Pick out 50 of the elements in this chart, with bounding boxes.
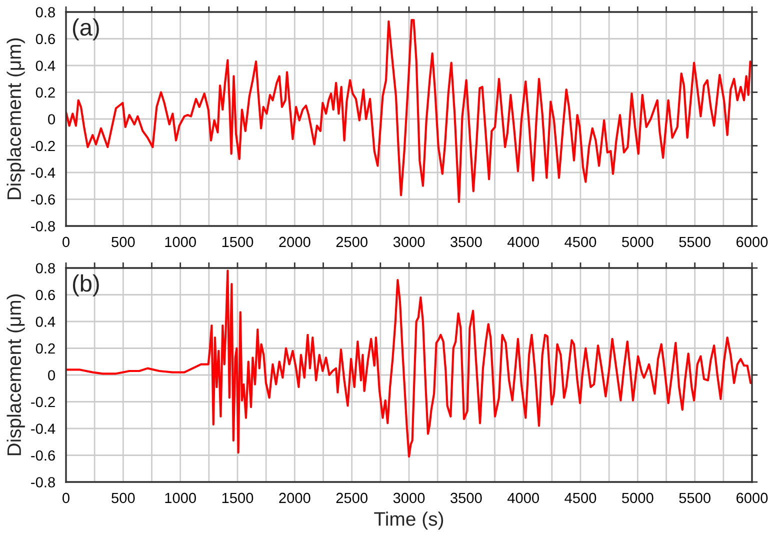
x-tick-label: 1500: [222, 236, 254, 248]
y-axis-title: Displacement (μm): [6, 38, 25, 200]
annotation: (b): [72, 274, 99, 296]
x-tick-label: 4000: [507, 236, 539, 248]
x-tick-label: 1000: [165, 236, 196, 248]
x-tick-label: 5000: [622, 492, 654, 504]
x-tick-label: 500: [112, 492, 135, 504]
x-tick-label: 2500: [336, 236, 368, 248]
y-tick-label: 0: [48, 370, 56, 380]
y-tick-label: -0.6: [31, 194, 55, 205]
x-tick-label: 5500: [679, 236, 710, 248]
y-tick-label: 0.6: [36, 290, 55, 300]
y-tick-label: -0.4: [31, 424, 56, 434]
y-tick-label: -0.2: [31, 140, 55, 152]
x-tick-label: 6000: [736, 492, 768, 504]
y-tick-label: -0.8: [31, 221, 55, 232]
x-tick-label: 4500: [564, 236, 596, 248]
x-tick-label: 5500: [679, 492, 710, 504]
x-tick-label: 1500: [222, 492, 254, 504]
x-tick-label: 5000: [622, 236, 654, 248]
x-axis-title: Time (s): [374, 512, 444, 530]
annotation: (a): [72, 18, 99, 40]
y-tick-label: 0.6: [36, 34, 55, 44]
x-tick-label: 6000: [736, 236, 768, 248]
x-tick-label: 2500: [336, 492, 368, 504]
y-tick-label: -0.4: [31, 168, 56, 178]
y-tick-label: -0.2: [31, 396, 55, 408]
y-tick-label: 0.4: [36, 316, 56, 327]
y-tick-label: 0.8: [36, 7, 55, 18]
y-tick-label: 0.4: [36, 60, 56, 71]
x-tick-label: 2000: [279, 492, 310, 504]
x-tick-label: 0: [62, 492, 70, 504]
x-tick-label: 0: [62, 236, 70, 248]
y-tick-label: -0.8: [31, 477, 55, 488]
x-tick-label: 4000: [507, 492, 539, 504]
x-tick-label: 500: [112, 236, 135, 248]
y-axis-title: Displacement (μm): [6, 294, 25, 456]
x-tick-label: 4500: [564, 492, 596, 504]
y-tick-label: 0: [48, 114, 56, 124]
x-tick-label: 3500: [450, 492, 482, 504]
x-tick-label: 1000: [165, 492, 196, 504]
y-tick-label: 0.2: [36, 87, 55, 98]
x-tick-label: 3000: [393, 236, 425, 248]
x-tick-label: 3500: [450, 236, 482, 248]
x-tick-label: 2000: [279, 236, 310, 248]
line-series: [66, 18, 752, 203]
y-tick-label: 0.2: [36, 343, 55, 354]
y-tick-label: -0.6: [31, 450, 55, 461]
y-tick-label: 0.8: [36, 263, 55, 274]
x-tick-label: 3000: [393, 492, 425, 504]
